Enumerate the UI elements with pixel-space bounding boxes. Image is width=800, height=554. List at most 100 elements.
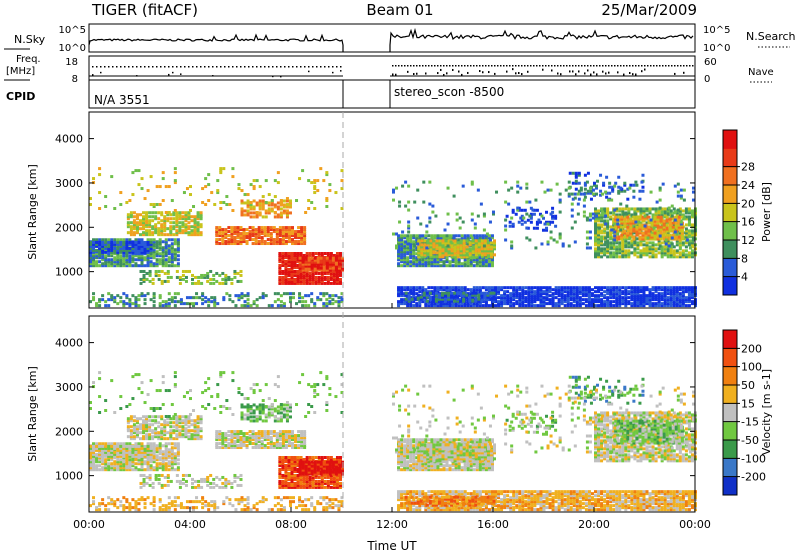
power-cell: [337, 262, 341, 266]
power-cell: [460, 302, 464, 306]
power-cell: [400, 258, 404, 262]
power-cell: [113, 262, 117, 266]
power-cell: [457, 302, 461, 306]
power-cell: [400, 254, 404, 258]
power-cell: [134, 248, 138, 252]
power-cell: [579, 192, 583, 196]
nsearch-tick-top: 10^5: [703, 25, 730, 36]
power-cell: [560, 300, 564, 304]
power-cell: [397, 252, 401, 256]
power-cell: [660, 286, 664, 290]
nave-dot: [575, 73, 577, 76]
power-cell: [264, 201, 268, 205]
power-cell: [483, 247, 487, 251]
power-cell: [594, 207, 597, 211]
power-cell: [328, 258, 332, 262]
power-cell: [170, 300, 174, 304]
power-cell: [486, 291, 490, 295]
power-cell: [261, 203, 265, 207]
power-cell: [558, 198, 562, 202]
power-cell: [326, 281, 330, 285]
power-cell: [445, 292, 449, 296]
power-cell: [557, 298, 561, 302]
power-cell: [568, 171, 572, 175]
power-cell: [107, 242, 111, 246]
power-cell: [649, 218, 653, 222]
power-cell: [445, 258, 449, 262]
nave-dot: [551, 69, 553, 72]
power-cell: [463, 236, 467, 240]
power-cell: [110, 264, 114, 268]
power-cell: [478, 262, 482, 266]
power-cell: [648, 241, 652, 245]
power-cell: [292, 296, 296, 300]
power-cell: [623, 181, 627, 185]
power-cell: [255, 201, 259, 205]
power-cell: [267, 193, 271, 197]
power-cell: [110, 248, 114, 252]
power-cell: [416, 297, 420, 301]
power-cell: [478, 260, 482, 264]
power-cell: [310, 264, 314, 268]
power-cell: [677, 235, 681, 239]
power-cell: [164, 254, 168, 258]
power-cell: [272, 240, 276, 244]
power-cell: [140, 258, 144, 262]
power-cell: [606, 239, 610, 243]
power-cell: [400, 240, 404, 244]
power-cell: [578, 298, 582, 302]
power-cell: [563, 286, 567, 290]
power-cell: [132, 215, 136, 219]
power-cell: [472, 290, 476, 294]
nave-dot: [419, 65, 421, 67]
power-cell: [125, 244, 129, 248]
power-cell: [654, 290, 658, 294]
power-cell: [284, 273, 288, 277]
power-cell: [429, 239, 433, 243]
power-cell: [494, 296, 498, 300]
power-cell: [320, 254, 324, 258]
power-cell: [181, 273, 185, 277]
power-cell: [242, 234, 246, 238]
power-cell: [279, 207, 283, 211]
power-cell: [475, 298, 479, 302]
power-cell: [654, 247, 658, 251]
power-cell: [129, 225, 133, 229]
power-cell: [335, 252, 339, 256]
power-cell: [200, 281, 204, 285]
power-cell: [545, 288, 549, 292]
power-cell: [270, 304, 274, 308]
power-cell: [104, 256, 108, 260]
power-cell: [319, 268, 323, 272]
power-cell: [298, 294, 302, 298]
power-cell: [316, 179, 320, 183]
power-cell: [128, 250, 132, 254]
power-cell: [433, 234, 437, 238]
nave-dot: [395, 73, 397, 76]
power-cell: [603, 219, 607, 223]
power-cell: [173, 256, 177, 260]
power-cell: [527, 304, 531, 308]
power-cell: [261, 294, 265, 298]
power-cell: [690, 292, 694, 296]
power-cell: [146, 242, 150, 246]
power-cell: [260, 228, 264, 232]
power-cell: [301, 262, 305, 266]
power-cell: [612, 304, 616, 308]
power-cell: [653, 215, 657, 219]
power-cell: [138, 223, 142, 227]
power-cell: [418, 300, 422, 304]
power-cell: [581, 294, 585, 298]
power-cell: [128, 262, 132, 266]
power-cell: [255, 304, 259, 308]
power-cell: [448, 296, 452, 300]
power-cell: [679, 220, 683, 224]
power-cell: [299, 254, 303, 258]
power-cell: [296, 252, 300, 256]
nave-dot: [452, 68, 454, 71]
power-cell: [101, 254, 105, 258]
power-cell: [597, 239, 601, 243]
power-cell: [603, 304, 607, 308]
power-cell: [340, 300, 344, 304]
power-cell: [233, 242, 237, 246]
